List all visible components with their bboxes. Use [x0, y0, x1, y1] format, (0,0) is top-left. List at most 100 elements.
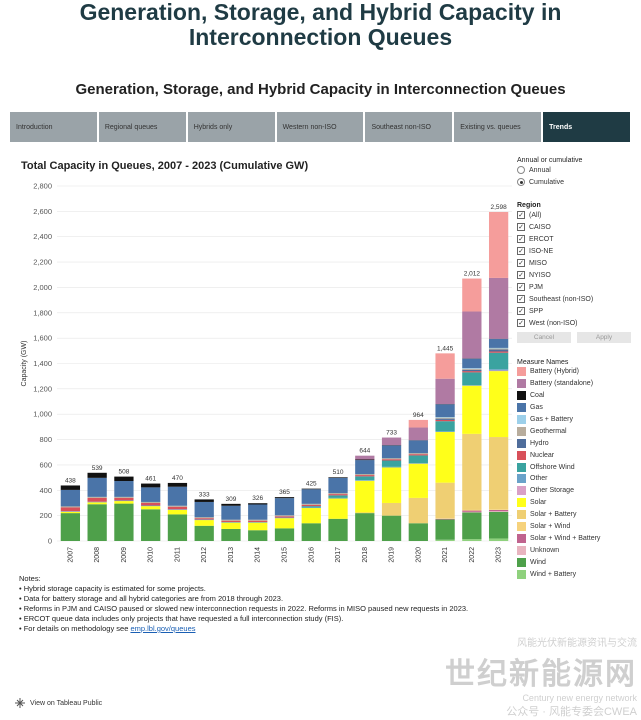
y-tick-label: 2,600	[33, 207, 52, 216]
bar-segment	[488, 371, 509, 438]
x-tick-label: 2009	[121, 547, 128, 563]
checkbox-icon[interactable]: ✓	[517, 283, 525, 291]
checkbox-icon[interactable]: ✓	[517, 247, 525, 255]
view-on-tableau-link[interactable]: View on Tableau Public	[30, 699, 103, 707]
legend-item[interactable]: Battery (Hybrid)	[517, 366, 600, 378]
bar-segment	[194, 525, 214, 541]
legend-item[interactable]: Gas	[517, 402, 600, 414]
bar-segment	[221, 503, 241, 506]
apply-button[interactable]: Apply	[577, 332, 631, 343]
bar-total-label: 2,598	[490, 204, 507, 211]
region-option[interactable]: ✓ CAISO	[517, 221, 637, 233]
legend-item[interactable]: Solar + Battery	[517, 509, 600, 521]
checkbox-icon[interactable]: ✓	[517, 259, 525, 267]
tableau-icon	[15, 698, 25, 708]
legend-label: Geothermal	[530, 427, 567, 435]
legend-item[interactable]: Wind	[517, 556, 600, 568]
legend-item[interactable]: Battery (standalone)	[517, 378, 600, 390]
region-option[interactable]: ✓ ERCOT	[517, 233, 637, 245]
bar-segment	[114, 496, 134, 498]
tab-regional-queues[interactable]: Regional queues	[98, 112, 186, 142]
checkbox-icon[interactable]: ✓	[517, 295, 525, 303]
bar-segment	[328, 518, 348, 541]
tab-introduction[interactable]: Introduction	[10, 112, 97, 142]
radio-annual-icon[interactable]	[517, 166, 525, 174]
bar-segment	[328, 494, 348, 496]
legend-item[interactable]: Other	[517, 473, 600, 485]
checkbox-icon[interactable]: ✓	[517, 319, 525, 327]
y-tick-label: 1,200	[33, 384, 52, 393]
region-option-label: PJM	[529, 283, 543, 291]
legend-item[interactable]: Solar	[517, 497, 600, 509]
checkbox-icon[interactable]: ✓	[517, 211, 525, 219]
bar-segment	[488, 211, 509, 278]
tab-trends[interactable]: Trends	[543, 112, 631, 142]
bar-segment	[60, 511, 81, 512]
tab-existing-vs-queues[interactable]: Existing vs. queues	[454, 112, 542, 142]
bar-segment	[462, 368, 482, 370]
legend-item[interactable]: Hydro	[517, 437, 600, 449]
methodology-link[interactable]: emp.lbl.gov/queues	[130, 624, 196, 633]
legend-item[interactable]: Offshore Wind	[517, 461, 600, 473]
bar-segment	[274, 517, 295, 519]
bar-total-label: 733	[386, 430, 397, 437]
legend-item[interactable]: Nuclear	[517, 449, 600, 461]
bar-segment	[194, 520, 214, 526]
legend-item[interactable]: Solar + Wind + Battery	[517, 532, 600, 544]
bar-segment	[114, 501, 134, 504]
bar-segment	[301, 523, 321, 541]
bar-segment	[435, 431, 455, 483]
region-option[interactable]: ✓ Southeast (non-ISO)	[517, 293, 637, 305]
bar-segment	[435, 518, 455, 519]
radio-cumulative[interactable]: Cumulative	[517, 176, 582, 188]
region-option[interactable]: ✓ (All)	[517, 209, 637, 221]
region-option[interactable]: ✓ MISO	[517, 257, 637, 269]
legend-item[interactable]: Geothermal	[517, 425, 600, 437]
tab-southeast-non-iso[interactable]: Southeast non-ISO	[365, 112, 453, 142]
watermark: 风能光伏新能源资讯与交流 世纪新能源网 Century new energy n…	[377, 634, 637, 718]
notes-heading: Notes:	[19, 574, 41, 583]
x-tick-label: 2023	[496, 547, 503, 563]
region-option[interactable]: ✓ West (non-ISO)	[517, 317, 637, 329]
region-option[interactable]: ✓ SPP	[517, 305, 637, 317]
legend-item[interactable]: Gas + Battery	[517, 414, 600, 426]
bar-segment	[488, 511, 509, 539]
checkbox-icon[interactable]: ✓	[517, 235, 525, 243]
tableau-footer[interactable]: View on Tableau Public	[14, 697, 102, 709]
legend-item[interactable]: Other Storage	[517, 485, 600, 497]
checkbox-icon[interactable]: ✓	[517, 307, 525, 315]
x-tick-label: 2016	[308, 547, 315, 563]
bar-segment	[408, 427, 428, 441]
tab-hybrids-only[interactable]: Hybrids only	[187, 112, 275, 142]
legend-item[interactable]: Unknown	[517, 544, 600, 556]
legend-item[interactable]: Wind + Battery	[517, 568, 600, 580]
bar-total-label: 425	[306, 481, 317, 488]
note-item: • For details on methodology see emp.lbl…	[19, 624, 196, 633]
x-tick-label: 2020	[415, 547, 422, 563]
bar-segment	[435, 417, 455, 418]
region-option[interactable]: ✓ PJM	[517, 281, 637, 293]
bar-segment	[435, 519, 455, 540]
bar-segment	[328, 495, 348, 498]
chart-title: Total Capacity in Queues, 2007 - 2023 (C…	[21, 160, 309, 172]
region-option[interactable]: ✓ NYISO	[517, 269, 637, 281]
bar-segment	[221, 522, 241, 529]
cancel-button[interactable]: Cancel	[517, 332, 571, 343]
checkbox-icon[interactable]: ✓	[517, 223, 525, 231]
bar-segment	[435, 431, 455, 432]
bar-segment	[355, 455, 375, 460]
radio-cumulative-icon[interactable]	[517, 178, 525, 186]
region-option[interactable]: ✓ ISO-NE	[517, 245, 637, 257]
checkbox-icon[interactable]: ✓	[517, 271, 525, 279]
bar-segment	[435, 421, 455, 432]
legend-item[interactable]: Solar + Wind	[517, 521, 600, 533]
radio-annual[interactable]: Annual	[517, 164, 582, 176]
bar-segment	[141, 483, 161, 488]
tab-western-non-iso[interactable]: Western non-ISO	[276, 112, 364, 142]
bar-segment	[87, 472, 107, 478]
bar-segment	[488, 347, 509, 349]
bar-segment	[381, 466, 402, 468]
bar-segment	[167, 514, 188, 541]
bar-segment	[141, 505, 161, 507]
legend-item[interactable]: Coal	[517, 390, 600, 402]
